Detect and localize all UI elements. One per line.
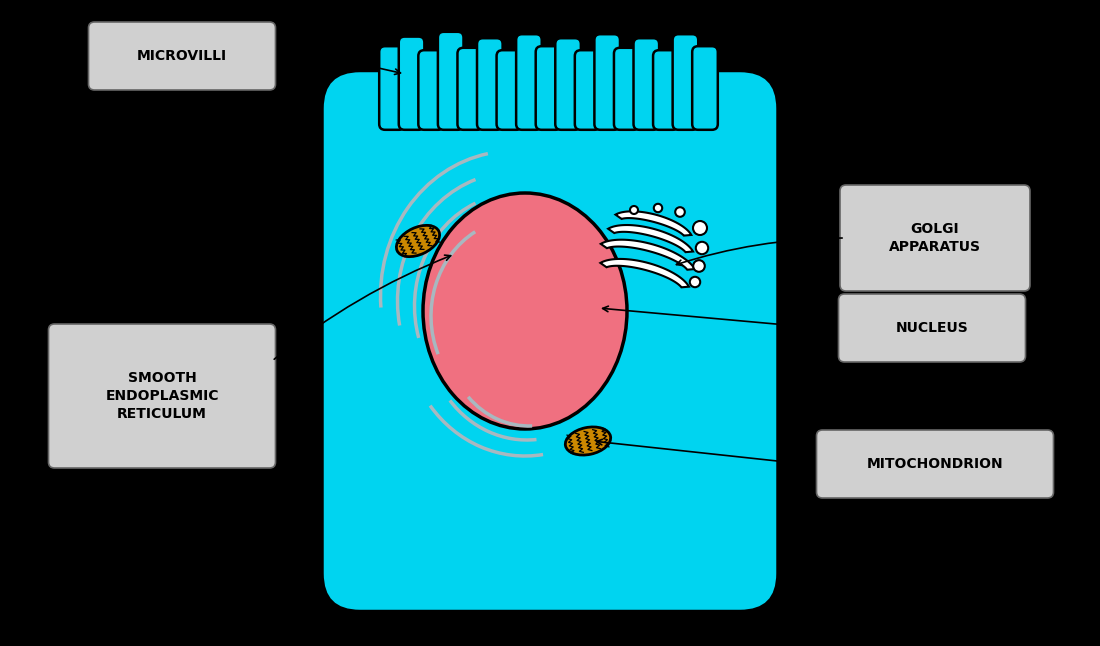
FancyBboxPatch shape <box>634 38 659 130</box>
FancyBboxPatch shape <box>496 50 522 130</box>
FancyBboxPatch shape <box>88 22 275 90</box>
FancyBboxPatch shape <box>48 324 275 468</box>
FancyBboxPatch shape <box>477 38 503 130</box>
FancyBboxPatch shape <box>458 48 483 130</box>
FancyBboxPatch shape <box>838 294 1025 362</box>
Ellipse shape <box>396 225 440 256</box>
Polygon shape <box>616 211 691 236</box>
Circle shape <box>696 242 708 254</box>
FancyBboxPatch shape <box>672 34 698 130</box>
Text: MICROVILLI: MICROVILLI <box>136 49 227 63</box>
FancyBboxPatch shape <box>556 38 581 130</box>
Text: MITOCHONDRION: MITOCHONDRION <box>867 457 1003 471</box>
FancyBboxPatch shape <box>379 47 405 130</box>
Circle shape <box>653 203 662 212</box>
FancyBboxPatch shape <box>399 37 425 130</box>
FancyBboxPatch shape <box>614 48 639 130</box>
FancyBboxPatch shape <box>322 70 778 612</box>
Polygon shape <box>608 225 693 252</box>
FancyBboxPatch shape <box>536 47 561 130</box>
Circle shape <box>690 276 701 287</box>
Circle shape <box>693 260 705 272</box>
FancyBboxPatch shape <box>692 47 718 130</box>
FancyBboxPatch shape <box>575 50 601 130</box>
Polygon shape <box>601 240 695 270</box>
Text: GOLGI
APPARATUS: GOLGI APPARATUS <box>889 222 981 254</box>
FancyBboxPatch shape <box>816 430 1054 498</box>
FancyBboxPatch shape <box>840 185 1030 291</box>
Circle shape <box>675 207 685 217</box>
FancyBboxPatch shape <box>594 34 620 130</box>
FancyBboxPatch shape <box>438 32 463 130</box>
FancyBboxPatch shape <box>653 50 679 130</box>
Circle shape <box>693 221 707 235</box>
Text: NUCLEUS: NUCLEUS <box>895 321 968 335</box>
Text: SMOOTH
ENDOPLASMIC
RETICULUM: SMOOTH ENDOPLASMIC RETICULUM <box>106 371 219 421</box>
FancyBboxPatch shape <box>418 50 444 130</box>
FancyBboxPatch shape <box>516 34 541 130</box>
Polygon shape <box>601 259 689 287</box>
Circle shape <box>630 206 638 214</box>
Ellipse shape <box>424 193 627 429</box>
Ellipse shape <box>565 427 610 455</box>
